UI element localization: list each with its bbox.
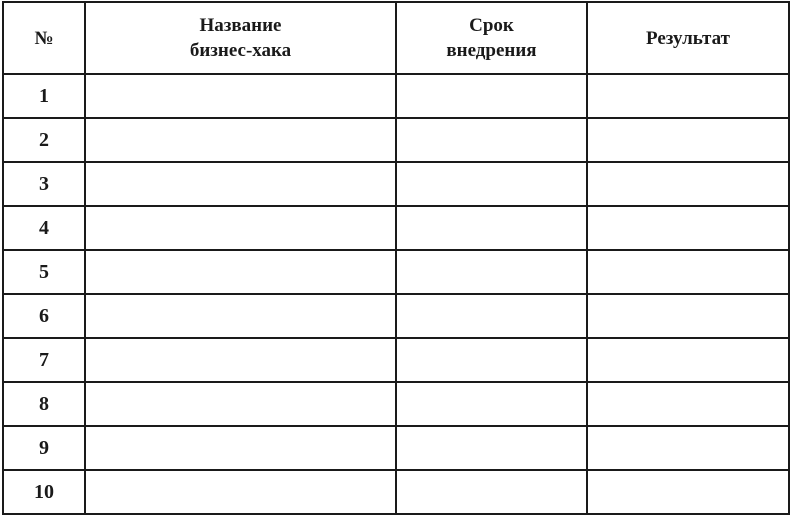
hack-name-cell[interactable] [84,337,397,383]
result-cell[interactable] [586,117,790,163]
table-row: 1 [2,73,790,119]
table-row: 8 [2,381,790,427]
hack-name-cell[interactable] [84,249,397,295]
row-number: 1 [2,73,86,119]
hack-name-cell[interactable] [84,73,397,119]
hack-name-cell[interactable] [84,381,397,427]
header-text: внедрения [446,40,537,61]
deadline-cell[interactable] [395,249,588,295]
row-number: 5 [2,249,86,295]
row-number: 4 [2,205,86,251]
header-result: Результат [586,1,790,75]
header-row: № Название бизнес-хака Срок внедрения Резу… [2,1,790,75]
table-row: 3 [2,161,790,207]
hack-name-cell[interactable] [84,293,397,339]
hack-name-cell[interactable] [84,117,397,163]
deadline-cell[interactable] [395,117,588,163]
deadline-cell[interactable] [395,161,588,207]
hack-name-cell[interactable] [84,161,397,207]
deadline-cell[interactable] [395,469,588,515]
hack-name-cell[interactable] [84,469,397,515]
header-text: Срок [469,15,514,36]
result-cell[interactable] [586,249,790,295]
result-cell[interactable] [586,337,790,383]
row-number: 6 [2,293,86,339]
deadline-cell[interactable] [395,381,588,427]
table-row: 7 [2,337,790,383]
header-number: № [2,1,86,75]
hack-name-cell[interactable] [84,205,397,251]
header-hack-name: Название бизнес-хака [84,1,397,75]
header-deadline: Срок внедрения [395,1,588,75]
header-text: Название [199,15,282,36]
result-cell[interactable] [586,293,790,339]
deadline-cell[interactable] [395,293,588,339]
row-number: 9 [2,425,86,471]
result-cell[interactable] [586,73,790,119]
table-row: 4 [2,205,790,251]
header-text: Результат [646,27,730,49]
row-number: 2 [2,117,86,163]
result-cell[interactable] [586,381,790,427]
table-row: 6 [2,293,790,339]
result-cell[interactable] [586,161,790,207]
result-cell[interactable] [586,205,790,251]
table-row: 2 [2,117,790,163]
deadline-cell[interactable] [395,205,588,251]
row-number: 8 [2,381,86,427]
row-number: 10 [2,469,86,515]
result-cell[interactable] [586,469,790,515]
deadline-cell[interactable] [395,73,588,119]
row-number: 3 [2,161,86,207]
hack-name-cell[interactable] [84,425,397,471]
result-cell[interactable] [586,425,790,471]
deadline-cell[interactable] [395,425,588,471]
table-row: 10 [2,469,790,515]
header-text: бизнес-хака [189,40,292,61]
header-text: № [34,27,54,49]
table-row: 5 [2,249,790,295]
row-number: 7 [2,337,86,383]
table-row: 9 [2,425,790,471]
deadline-cell[interactable] [395,337,588,383]
